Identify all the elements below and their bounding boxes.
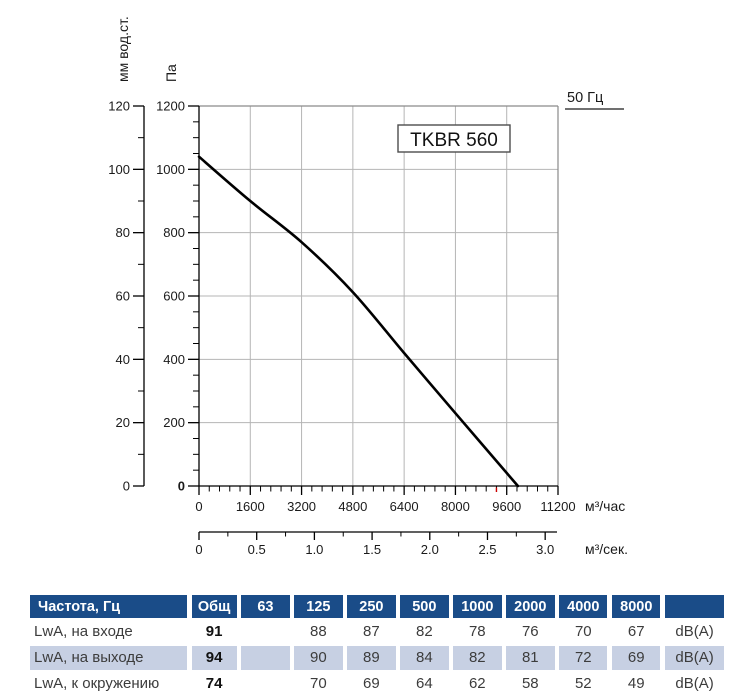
table-cell: dB(A) [675, 675, 714, 693]
grid-lines [199, 106, 558, 486]
table-cell: 64 [415, 675, 433, 693]
y2-tick-label: 0 [123, 479, 130, 494]
table-cell: 91 [205, 623, 223, 641]
x2-tick-label: 0.5 [248, 542, 266, 557]
table-cell: 94 [191, 645, 237, 670]
x2-tick-label: 1.0 [305, 542, 323, 557]
performance-chart: 0 1600 3200 4800 6400 8000 9600 112000200400600… [108, 16, 628, 558]
y-axis-title: Па [163, 64, 179, 82]
table-header-cell: 2000 [506, 595, 555, 618]
table-cell: 84 [400, 645, 449, 670]
model-title: TKBR 560 [410, 130, 498, 151]
table-cell: dB(A) [675, 623, 714, 641]
table-cell [241, 645, 290, 670]
y2-tick-label: 120 [108, 99, 130, 114]
y2-tick-label: 100 [108, 162, 130, 177]
x-tick-label: 11200 [540, 499, 575, 514]
x-tick-label: 8000 [441, 499, 470, 514]
table-cell: 89 [347, 645, 396, 670]
x-tick-label: 4800 [338, 499, 367, 514]
plot-frame [199, 105, 559, 486]
table-cell: 74 [205, 675, 223, 693]
axes [133, 105, 559, 540]
y-tick-label: 200 [163, 415, 185, 430]
x2-tick-label: 1.5 [363, 542, 381, 557]
table-row-label: LwA, на входе [34, 623, 133, 641]
table-cell: 69 [612, 645, 661, 670]
table-cell: 88 [310, 623, 327, 641]
table-cell: 78 [468, 623, 486, 641]
table-cell: dB(A) [665, 645, 725, 670]
table-cell: 82 [415, 623, 433, 641]
table-cell: 49 [627, 675, 645, 693]
y-secondary-axis-title: мм вод.ст. [115, 16, 131, 82]
x2-tick-label: 0 [195, 542, 202, 557]
table-cell: 70 [574, 623, 592, 641]
table-header-cell: Частота, Гц [30, 595, 187, 618]
table-cell: 82 [453, 645, 502, 670]
x2-tick-label: 3.0 [536, 542, 554, 557]
y-tick-label: 800 [163, 225, 185, 240]
y2-tick-label: 40 [116, 352, 130, 367]
x-tick-label: 3200 [287, 499, 316, 514]
table-cell: 58 [521, 675, 539, 693]
tick-labels: 0 1600 3200 4800 6400 8000 9600 112000200400600… [108, 99, 575, 558]
table-header-cell: 8000 [612, 595, 661, 618]
table-row-label: LwA, на выходе [30, 645, 187, 670]
y-tick-label: 400 [163, 352, 185, 367]
table-header-cell: 500 [400, 595, 449, 618]
y2-tick-label: 60 [116, 289, 130, 304]
y2-tick-label: 20 [116, 415, 130, 430]
table-header-cell: 125 [294, 595, 343, 618]
table-row-label: LwA, к окружению [34, 675, 160, 693]
model-title-box: TKBR 560 [397, 124, 511, 153]
y-tick-label: 1000 [156, 162, 185, 177]
x2-tick-label: 2.5 [478, 542, 496, 557]
table-cell: 72 [559, 645, 608, 670]
table-cell: 81 [506, 645, 555, 670]
x-tick-label: 0 [195, 499, 202, 514]
y-tick-label: 0 [178, 479, 185, 494]
x-axis-title: м³/час [585, 498, 625, 514]
table-cell: 52 [574, 675, 592, 693]
fan-curve [197, 155, 520, 488]
table-header-cell: 4000 [559, 595, 608, 618]
y2-tick-label: 80 [116, 225, 130, 240]
y-tick-label: 1200 [156, 99, 185, 114]
y-tick-label: 600 [163, 289, 185, 304]
table-cell: 90 [294, 645, 343, 670]
x-secondary-axis-title: м³/сек. [585, 541, 628, 557]
x-tick-label: 1600 [236, 499, 265, 514]
table-cell: 69 [363, 675, 380, 693]
noise-table: Частота, Гц Общ 63 125 250 500 1000 2000 4000 800… [30, 595, 725, 696]
x-tick-label: 6400 [390, 499, 419, 514]
table-cell: 76 [521, 623, 539, 641]
fan-curve-line [197, 155, 520, 488]
table-header-cell: 250 [347, 595, 396, 618]
table-cell: 62 [468, 675, 486, 693]
x2-tick-label: 2.0 [421, 542, 439, 557]
table-header-cell: Общ [191, 595, 237, 618]
table-cell: 87 [363, 623, 380, 641]
table-header-cell: 1000 [453, 595, 502, 618]
x-tick-label: 9600 [492, 499, 521, 514]
table-header-cell: 63 [241, 595, 290, 618]
frequency-label: 50 Гц [567, 90, 603, 106]
table-cell [241, 620, 289, 645]
table-cell: 67 [627, 623, 645, 641]
table-cell: 70 [310, 675, 327, 693]
table-header-cell [665, 595, 725, 618]
table-cell [241, 672, 289, 697]
